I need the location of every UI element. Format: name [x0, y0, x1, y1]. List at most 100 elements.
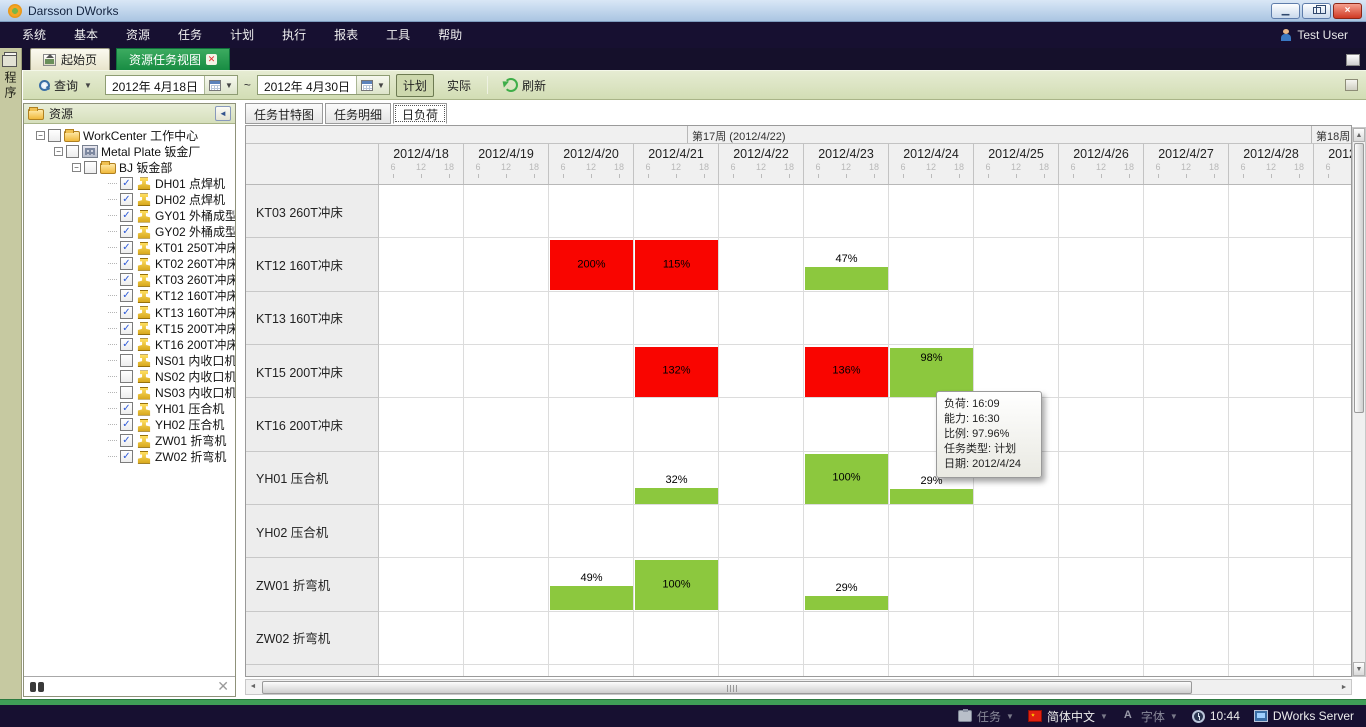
- load-cell[interactable]: 98%: [890, 346, 973, 397]
- view-tab-2[interactable]: 日负荷: [393, 103, 448, 124]
- menu-item[interactable]: 系统: [22, 28, 47, 42]
- program-panel-icon[interactable]: [2, 52, 17, 67]
- load-cell[interactable]: 115%: [635, 239, 718, 291]
- date-from-calendar-button[interactable]: ▼: [204, 76, 237, 94]
- date-to-picker[interactable]: 2012年 4月30日 ▼: [256, 75, 390, 95]
- scroll-left-icon[interactable]: ◄: [249, 683, 257, 690]
- tree-expander-icon[interactable]: −: [36, 130, 45, 140]
- tree-item[interactable]: ✓ KT13 160T冲床: [24, 304, 235, 320]
- menu-item[interactable]: 工具: [386, 28, 411, 42]
- tree-item[interactable]: ✓ ZW02 折弯机: [24, 449, 235, 465]
- tree-item[interactable]: ✓ KT12 160T冲床: [24, 288, 235, 304]
- find-binoculars-icon[interactable]: [30, 681, 44, 692]
- tree-checkbox[interactable]: ✓: [120, 225, 133, 239]
- tree-expander-icon[interactable]: −: [72, 162, 81, 172]
- load-cell[interactable]: 100%: [635, 559, 718, 611]
- program-strip-label[interactable]: 程序: [3, 71, 17, 101]
- menu-item[interactable]: 报表: [334, 28, 359, 42]
- load-cell[interactable]: 32%: [635, 453, 718, 504]
- tree-item[interactable]: ✓ KT01 250T冲床: [24, 240, 235, 256]
- tree-checkbox[interactable]: ✓: [120, 321, 133, 335]
- load-bar[interactable]: [805, 266, 888, 291]
- menu-item[interactable]: 帮助: [438, 28, 463, 42]
- tree-checkbox[interactable]: ✓: [120, 450, 133, 464]
- refresh-button[interactable]: 刷新: [497, 74, 553, 97]
- tree-item[interactable]: NS03 内收口机: [24, 385, 235, 401]
- tree-checkbox[interactable]: [48, 128, 61, 142]
- status-item-server[interactable]: DWorks Server: [1253, 709, 1354, 723]
- tree-checkbox[interactable]: ✓: [120, 305, 133, 319]
- status-item-clock[interactable]: 10:44: [1191, 709, 1240, 723]
- tree-item[interactable]: ✓ DH02 点焊机: [24, 191, 235, 207]
- menu-item[interactable]: 基本: [74, 28, 99, 42]
- tree-item[interactable]: ✓ YH01 压合机: [24, 401, 235, 417]
- load-cell[interactable]: 132%: [635, 346, 718, 397]
- load-cell[interactable]: 49%: [550, 559, 633, 611]
- tree-item[interactable]: ✓ KT15 200T冲床: [24, 320, 235, 336]
- tree-checkbox[interactable]: [84, 160, 97, 174]
- view-tab-0[interactable]: 任务甘特图: [245, 103, 324, 124]
- tree-expander-icon[interactable]: −: [54, 146, 63, 156]
- tree-checkbox[interactable]: ✓: [120, 418, 133, 432]
- load-bar[interactable]: [805, 595, 888, 611]
- tree-checkbox[interactable]: [120, 386, 133, 400]
- tree-item[interactable]: ✓ GY01 外桶成型机: [24, 207, 235, 223]
- load-bar[interactable]: [635, 560, 718, 611]
- tree-checkbox[interactable]: [120, 369, 133, 383]
- load-bar[interactable]: [805, 453, 888, 504]
- tree-checkbox[interactable]: ✓: [120, 273, 133, 287]
- load-cell[interactable]: 200%: [550, 239, 633, 291]
- tree-checkbox[interactable]: ✓: [120, 192, 133, 206]
- date-from-value[interactable]: 2012年 4月18日: [111, 80, 198, 94]
- tab-home[interactable]: 起始页: [30, 48, 111, 70]
- load-bar[interactable]: [550, 240, 633, 291]
- tab-close-icon[interactable]: ✕: [206, 54, 218, 65]
- menu-item[interactable]: 任务: [178, 28, 203, 42]
- scroll-down-icon[interactable]: ▼: [1353, 662, 1365, 676]
- minimize-button[interactable]: ▁: [1271, 2, 1300, 19]
- load-cell[interactable]: 47%: [805, 239, 888, 291]
- tree-checkbox[interactable]: [66, 144, 79, 158]
- tree-item[interactable]: NS01 内收口机: [24, 352, 235, 368]
- tree-checkbox[interactable]: [120, 353, 133, 367]
- tree-item[interactable]: − WorkCenter 工作中心: [24, 127, 235, 143]
- tree-checkbox[interactable]: ✓: [120, 434, 133, 448]
- menu-item[interactable]: 资源: [126, 28, 151, 42]
- load-bar[interactable]: [890, 489, 973, 504]
- panel-collapse-button[interactable]: ◄: [215, 106, 231, 121]
- scroll-right-icon[interactable]: ►: [1340, 684, 1348, 691]
- date-from-picker[interactable]: 2012年 4月18日 ▼: [104, 75, 238, 95]
- load-bar[interactable]: [890, 347, 973, 397]
- load-cell[interactable]: 29%: [890, 453, 973, 504]
- date-to-calendar-button[interactable]: ▼: [356, 76, 389, 94]
- tree-checkbox[interactable]: ✓: [120, 402, 133, 416]
- horizontal-scrollbar[interactable]: ◄ ►: [245, 679, 1352, 695]
- tree-checkbox[interactable]: ✓: [120, 241, 133, 255]
- clear-filter-icon[interactable]: ✕: [217, 678, 229, 694]
- status-item-flag-cn[interactable]: 简体中文 ▼: [1027, 708, 1108, 725]
- tree-item[interactable]: − BJ 钣金部: [24, 159, 235, 175]
- status-item-clipboard[interactable]: 任务 ▼: [958, 708, 1014, 725]
- tree-checkbox[interactable]: ✓: [120, 176, 133, 190]
- tree-item[interactable]: ✓ ZW01 折弯机: [24, 433, 235, 449]
- load-cell[interactable]: 29%: [805, 559, 888, 611]
- load-bar[interactable]: [635, 240, 718, 291]
- vertical-scrollbar[interactable]: ▲ ▼: [1352, 127, 1366, 677]
- menu-item[interactable]: 计划: [230, 28, 255, 42]
- toolbar-overflow-icon[interactable]: [1345, 79, 1358, 91]
- tree-item[interactable]: ✓ GY02 外桶成型机: [24, 224, 235, 240]
- status-item-font[interactable]: 字体 ▼: [1122, 708, 1178, 725]
- vertical-scroll-thumb[interactable]: [1354, 143, 1364, 413]
- load-bar[interactable]: [805, 346, 888, 397]
- horizontal-scroll-thumb[interactable]: [262, 681, 1192, 694]
- actual-toggle-button[interactable]: 实际: [440, 74, 478, 97]
- scroll-up-icon[interactable]: ▲: [1353, 128, 1365, 142]
- load-bar[interactable]: [550, 585, 633, 611]
- tree-checkbox[interactable]: ✓: [120, 337, 133, 351]
- tab-resource-task-view[interactable]: 资源任务视图 ✕: [116, 48, 231, 70]
- load-cell[interactable]: 100%: [805, 453, 888, 504]
- tree-item[interactable]: ✓ KT16 200T冲床: [24, 336, 235, 352]
- tab-list-icon[interactable]: [1346, 54, 1360, 66]
- close-button[interactable]: ×: [1333, 2, 1362, 19]
- tree-item[interactable]: ✓ DH01 点焊机: [24, 175, 235, 191]
